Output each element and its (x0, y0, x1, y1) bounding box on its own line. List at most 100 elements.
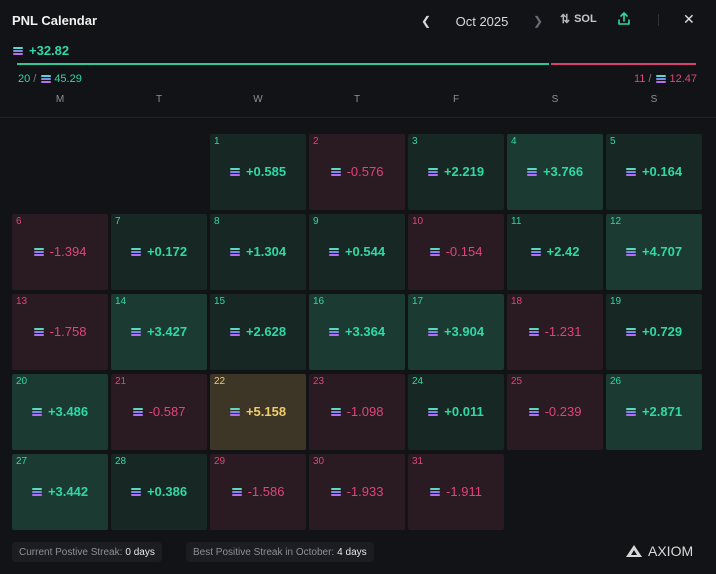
calendar-day-cell[interactable]: 1 +0.585 (210, 134, 306, 210)
negative-days-count: 11 (633, 73, 646, 85)
calendar-day-cell[interactable]: 10 -0.154 (408, 214, 504, 290)
day-pnl: +4.707 (606, 244, 702, 259)
calendar-day-cell[interactable]: 3 +2.219 (408, 134, 504, 210)
day-pnl-value: -0.154 (445, 244, 483, 259)
separator-slash: / (648, 73, 652, 85)
calendar-day-cell[interactable]: 28 +0.386 (111, 454, 207, 530)
weekday-label: T (353, 94, 361, 105)
calendar-day-cell[interactable]: 7 +0.172 (111, 214, 207, 290)
calendar-day-cell[interactable]: 14 +3.427 (111, 294, 207, 370)
sol-icon (428, 407, 439, 416)
calendar-day-cell[interactable]: 19 +0.729 (606, 294, 702, 370)
day-pnl: +3.364 (309, 324, 405, 339)
day-pnl-value: -1.394 (49, 244, 87, 259)
day-number: 8 (214, 216, 220, 227)
currency-toggle-button[interactable]: ⇅ SOL (560, 12, 597, 26)
day-pnl: -1.586 (210, 484, 306, 499)
day-pnl: -1.394 (12, 244, 108, 259)
calendar-day-cell[interactable]: 20 +3.486 (12, 374, 108, 450)
sol-icon (229, 247, 240, 256)
sol-icon (526, 167, 537, 176)
chevron-right-icon[interactable]: ❯ (532, 14, 544, 28)
best-streak-value: 4 days (337, 546, 367, 558)
calendar-day-cell[interactable]: 30 -1.933 (309, 454, 405, 530)
day-pnl: -1.758 (12, 324, 108, 339)
day-pnl: +2.42 (507, 244, 603, 259)
calendar-day-cell[interactable]: 6 -1.394 (12, 214, 108, 290)
calendar-day-cell[interactable]: 24 +0.011 (408, 374, 504, 450)
day-pnl: +0.386 (111, 484, 207, 499)
sol-icon (328, 327, 339, 336)
sol-icon (625, 167, 636, 176)
calendar-day-cell[interactable]: 22 +5.158 (210, 374, 306, 450)
sol-icon (132, 407, 143, 416)
sol-icon (528, 407, 539, 416)
day-pnl: +0.585 (210, 164, 306, 179)
calendar-day-cell[interactable]: 8 +1.304 (210, 214, 306, 290)
day-number: 21 (115, 376, 127, 387)
sol-icon (530, 247, 541, 256)
negative-summary: 11 / 12.47 (634, 73, 697, 85)
day-pnl-value: -1.911 (446, 484, 482, 499)
sol-icon (427, 327, 438, 336)
calendar-day-cell[interactable]: 25 -0.239 (507, 374, 603, 450)
day-pnl: -0.154 (408, 244, 504, 259)
sol-icon (625, 247, 636, 256)
day-pnl-value: -1.758 (49, 324, 87, 339)
day-number: 26 (610, 376, 622, 387)
weekday-label: T (155, 94, 163, 105)
share-icon[interactable] (617, 12, 633, 28)
day-number: 11 (511, 216, 522, 227)
calendar-day-cell[interactable]: 9 +0.544 (309, 214, 405, 290)
sol-icon (625, 407, 636, 416)
day-pnl-value: +3.486 (47, 404, 89, 419)
day-number: 25 (511, 376, 523, 387)
day-pnl-value: -1.586 (247, 484, 285, 499)
month-navigator: ❮ Oct 2025 ❯ (418, 12, 546, 30)
calendar-day-cell[interactable]: 5 +0.164 (606, 134, 702, 210)
separator-slash: / (33, 73, 37, 85)
day-number: 30 (313, 456, 325, 467)
calendar-day-cell[interactable]: 23 -1.098 (309, 374, 405, 450)
weekday-label: W (253, 94, 263, 105)
calendar-day-cell[interactable]: 26 +2.871 (606, 374, 702, 450)
day-number: 29 (214, 456, 226, 467)
calendar-day-cell[interactable]: 13 -1.758 (12, 294, 108, 370)
day-pnl: -0.239 (507, 404, 603, 419)
positive-ratio-bar (17, 63, 549, 65)
calendar-day-cell[interactable]: 21 -0.587 (111, 374, 207, 450)
calendar-day-cell[interactable]: 27 +3.442 (12, 454, 108, 530)
calendar-day-cell[interactable]: 2 -0.576 (309, 134, 405, 210)
close-icon[interactable]: ✕ (683, 11, 695, 27)
calendar-day-cell[interactable]: 16 +3.364 (309, 294, 405, 370)
current-streak-label: Current Postive Streak: (19, 546, 123, 558)
current-streak-value: 0 days (125, 546, 155, 558)
calendar-day-cell[interactable]: 18 -1.231 (507, 294, 603, 370)
sol-icon (528, 327, 539, 336)
day-pnl-value: +1.304 (245, 244, 287, 259)
sol-icon (625, 327, 636, 336)
day-number: 9 (313, 216, 319, 227)
calendar-day-cell[interactable]: 4 +3.766 (507, 134, 603, 210)
calendar-day-cell[interactable]: 11 +2.42 (507, 214, 603, 290)
calendar-day-cell[interactable]: 12 +4.707 (606, 214, 702, 290)
day-pnl-value: +3.364 (344, 324, 386, 339)
sol-icon (656, 75, 667, 83)
weekday-label: F (452, 94, 460, 105)
header-divider (658, 14, 659, 26)
calendar-day-cell[interactable]: 17 +3.904 (408, 294, 504, 370)
calendar-day-cell[interactable]: 29 -1.586 (210, 454, 306, 530)
day-pnl: +2.871 (606, 404, 702, 419)
current-month: Oct 2025 (455, 13, 509, 29)
calendar-day-cell[interactable]: 15 +2.628 (210, 294, 306, 370)
day-number: 20 (16, 376, 28, 387)
day-number: 18 (511, 296, 523, 307)
day-number: 28 (115, 456, 127, 467)
day-pnl: -0.587 (111, 404, 207, 419)
day-number: 24 (412, 376, 424, 387)
panel-title: PNL Calendar (12, 13, 98, 28)
chevron-left-icon[interactable]: ❮ (420, 14, 432, 28)
day-pnl-value: +3.442 (47, 484, 89, 499)
calendar-day-cell[interactable]: 31 -1.911 (408, 454, 504, 530)
